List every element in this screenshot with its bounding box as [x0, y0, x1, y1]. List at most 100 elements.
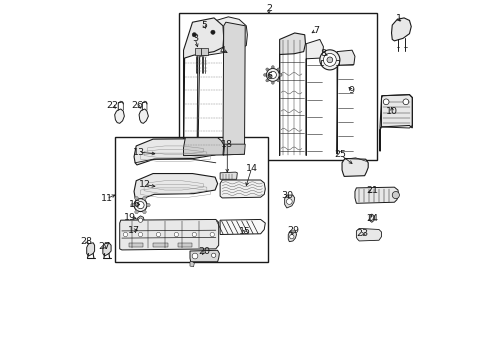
Circle shape [138, 232, 142, 237]
Circle shape [271, 66, 274, 68]
Circle shape [265, 79, 268, 82]
Circle shape [369, 216, 373, 220]
Text: 6: 6 [265, 72, 271, 81]
Text: 9: 9 [347, 86, 354, 95]
Polygon shape [341, 158, 367, 176]
Circle shape [266, 68, 279, 81]
Polygon shape [129, 243, 143, 247]
Polygon shape [201, 48, 207, 55]
Polygon shape [153, 243, 167, 247]
Polygon shape [220, 180, 265, 198]
Polygon shape [195, 48, 201, 55]
Text: 19: 19 [123, 213, 136, 222]
Circle shape [391, 192, 399, 199]
Polygon shape [287, 231, 296, 242]
Circle shape [142, 197, 146, 200]
Text: 5: 5 [201, 21, 207, 30]
Circle shape [211, 253, 215, 257]
Text: 11: 11 [100, 194, 112, 203]
Circle shape [323, 53, 336, 66]
Circle shape [138, 218, 142, 222]
Circle shape [383, 99, 388, 105]
Polygon shape [183, 18, 223, 156]
Polygon shape [305, 40, 323, 156]
Text: 12: 12 [139, 180, 150, 189]
Polygon shape [284, 195, 294, 208]
Circle shape [326, 57, 332, 63]
Circle shape [146, 203, 150, 207]
Polygon shape [178, 243, 192, 247]
Text: 30: 30 [280, 190, 292, 199]
Circle shape [210, 30, 215, 35]
Text: 13: 13 [132, 148, 144, 157]
Circle shape [192, 33, 196, 37]
Polygon shape [379, 95, 411, 151]
Circle shape [286, 199, 292, 204]
Polygon shape [183, 138, 223, 156]
Text: 4: 4 [220, 46, 225, 55]
Polygon shape [120, 220, 218, 250]
Text: 28: 28 [81, 237, 93, 246]
Text: 26: 26 [131, 101, 143, 110]
Text: 1: 1 [395, 14, 401, 23]
Circle shape [156, 232, 160, 237]
Circle shape [319, 50, 339, 70]
Circle shape [174, 232, 178, 237]
Circle shape [263, 73, 266, 76]
Polygon shape [197, 17, 247, 157]
Text: 21: 21 [365, 186, 377, 195]
Polygon shape [102, 243, 111, 256]
Text: 3: 3 [192, 34, 198, 43]
Circle shape [289, 234, 293, 239]
Circle shape [192, 232, 196, 237]
Circle shape [137, 202, 144, 209]
Text: 16: 16 [129, 200, 141, 209]
Circle shape [265, 68, 268, 71]
Text: 14: 14 [245, 164, 257, 173]
Polygon shape [368, 214, 373, 222]
Text: 8: 8 [320, 49, 325, 58]
Circle shape [142, 210, 146, 214]
Polygon shape [220, 172, 237, 179]
Text: 25: 25 [334, 150, 346, 159]
Circle shape [134, 199, 147, 212]
Circle shape [135, 210, 138, 214]
Polygon shape [139, 109, 148, 123]
Text: 10: 10 [386, 107, 397, 116]
Polygon shape [190, 262, 194, 267]
Circle shape [276, 68, 279, 71]
Circle shape [271, 81, 274, 84]
Text: 17: 17 [128, 226, 140, 235]
Circle shape [210, 232, 214, 237]
Polygon shape [356, 228, 381, 241]
Text: 20: 20 [198, 247, 210, 256]
Polygon shape [223, 22, 244, 155]
Circle shape [192, 253, 198, 259]
Circle shape [402, 99, 408, 105]
Text: 27: 27 [98, 242, 110, 251]
Text: 2: 2 [265, 4, 271, 13]
Polygon shape [223, 144, 244, 155]
Circle shape [135, 197, 138, 200]
Text: 15: 15 [239, 228, 251, 237]
Polygon shape [279, 33, 305, 156]
Text: 22: 22 [106, 101, 118, 110]
Polygon shape [115, 109, 124, 123]
Circle shape [131, 203, 134, 207]
Text: 29: 29 [286, 226, 298, 235]
Bar [115, 137, 267, 262]
Text: 18: 18 [221, 140, 233, 149]
Text: 23: 23 [355, 229, 367, 238]
Polygon shape [137, 216, 144, 225]
Polygon shape [391, 18, 410, 41]
Text: 24: 24 [365, 213, 377, 222]
Polygon shape [336, 50, 354, 154]
Bar [179, 13, 376, 160]
Circle shape [123, 232, 127, 237]
Polygon shape [190, 250, 219, 262]
Polygon shape [220, 220, 265, 234]
Polygon shape [134, 174, 217, 201]
Circle shape [269, 71, 276, 78]
Polygon shape [354, 187, 398, 203]
Polygon shape [86, 243, 94, 256]
